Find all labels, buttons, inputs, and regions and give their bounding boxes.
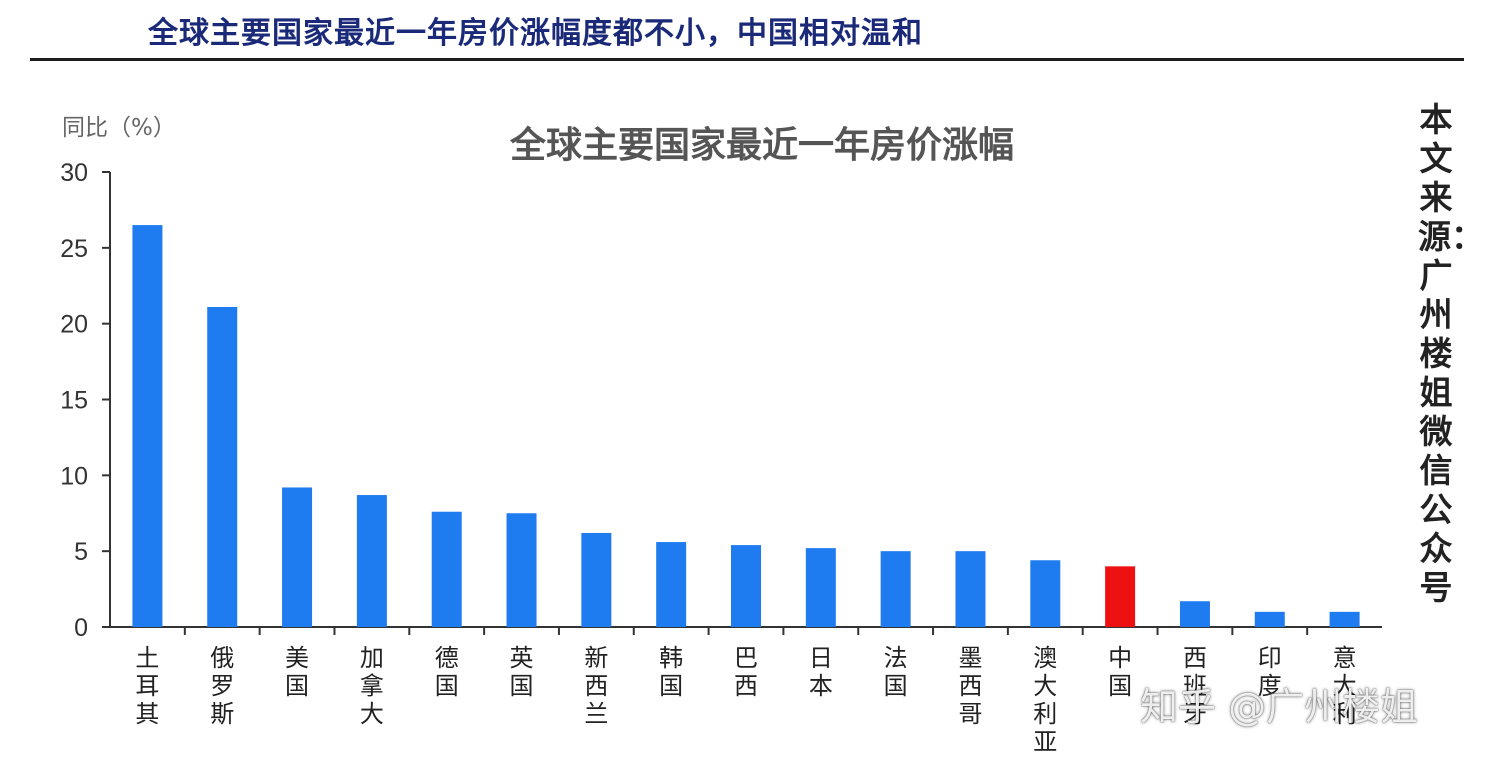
bar-16: [1329, 611, 1360, 627]
x-tick-label: 印度: [1258, 644, 1282, 700]
bar-7: [656, 542, 687, 627]
y-tick-label: 5: [74, 538, 88, 566]
x-tick-label: 法国: [884, 644, 908, 700]
y-tick-label: 10: [60, 462, 88, 490]
y-tick-label: 15: [60, 387, 88, 415]
bar-11: [955, 551, 986, 627]
watermark: 知乎 @广州楼姐: [1140, 685, 1419, 729]
source-note: 本文来源：广州楼姐 微信公众号: [1418, 100, 1484, 607]
bar-5: [506, 513, 537, 627]
x-tick-label: 韩国: [659, 644, 683, 700]
x-tick-label: 加拿大: [360, 644, 384, 728]
bar-9: [805, 548, 836, 627]
chart-bars: [132, 225, 1360, 628]
bar-13: [1105, 566, 1136, 627]
y-tick-label: 0: [74, 614, 88, 642]
y-tick-label: 25: [60, 235, 88, 263]
chart-title: 全球主要国家最近一年房价涨幅: [509, 124, 1014, 166]
bar-15: [1254, 611, 1285, 627]
y-tick-labels: 0 5 10 15 20 25 30: [60, 159, 88, 642]
bar-12: [1030, 560, 1061, 627]
headline: 全球主要国家最近一年房价涨幅度都不小，中国相对温和: [148, 16, 923, 51]
bar-1: [207, 306, 238, 627]
x-tick-label: 西班牙: [1183, 644, 1207, 728]
x-tick-label: 美国: [285, 644, 309, 700]
headline-divider: [30, 58, 1464, 61]
x-tick-label: 澳大利亚: [1033, 644, 1057, 756]
x-tick-label: 俄罗斯: [210, 644, 234, 728]
bar-6: [581, 532, 612, 627]
x-tick-label: 墨西哥: [958, 644, 982, 728]
x-tick-label: 巴西: [734, 644, 758, 700]
bar-14: [1179, 601, 1210, 627]
x-tick-label: 英国: [510, 644, 534, 700]
x-tick-label: 德国: [435, 644, 459, 700]
x-tick-label: 意大利: [1333, 644, 1357, 728]
x-tick-label: 新西兰: [584, 644, 608, 728]
bar-8: [731, 545, 761, 627]
bar-10: [880, 551, 911, 627]
y-tick-label: 20: [60, 311, 88, 339]
bar-3: [356, 495, 387, 627]
y-axis-label: 同比（%）: [62, 115, 176, 141]
x-tick-label: 中国: [1108, 644, 1132, 700]
bar-0: [132, 225, 163, 628]
y-tick-label: 30: [60, 159, 88, 187]
x-tick-label: 土耳其: [135, 644, 159, 728]
x-tick-label: 日本: [809, 644, 833, 700]
bar-4: [431, 511, 462, 627]
bar-2: [282, 487, 313, 627]
